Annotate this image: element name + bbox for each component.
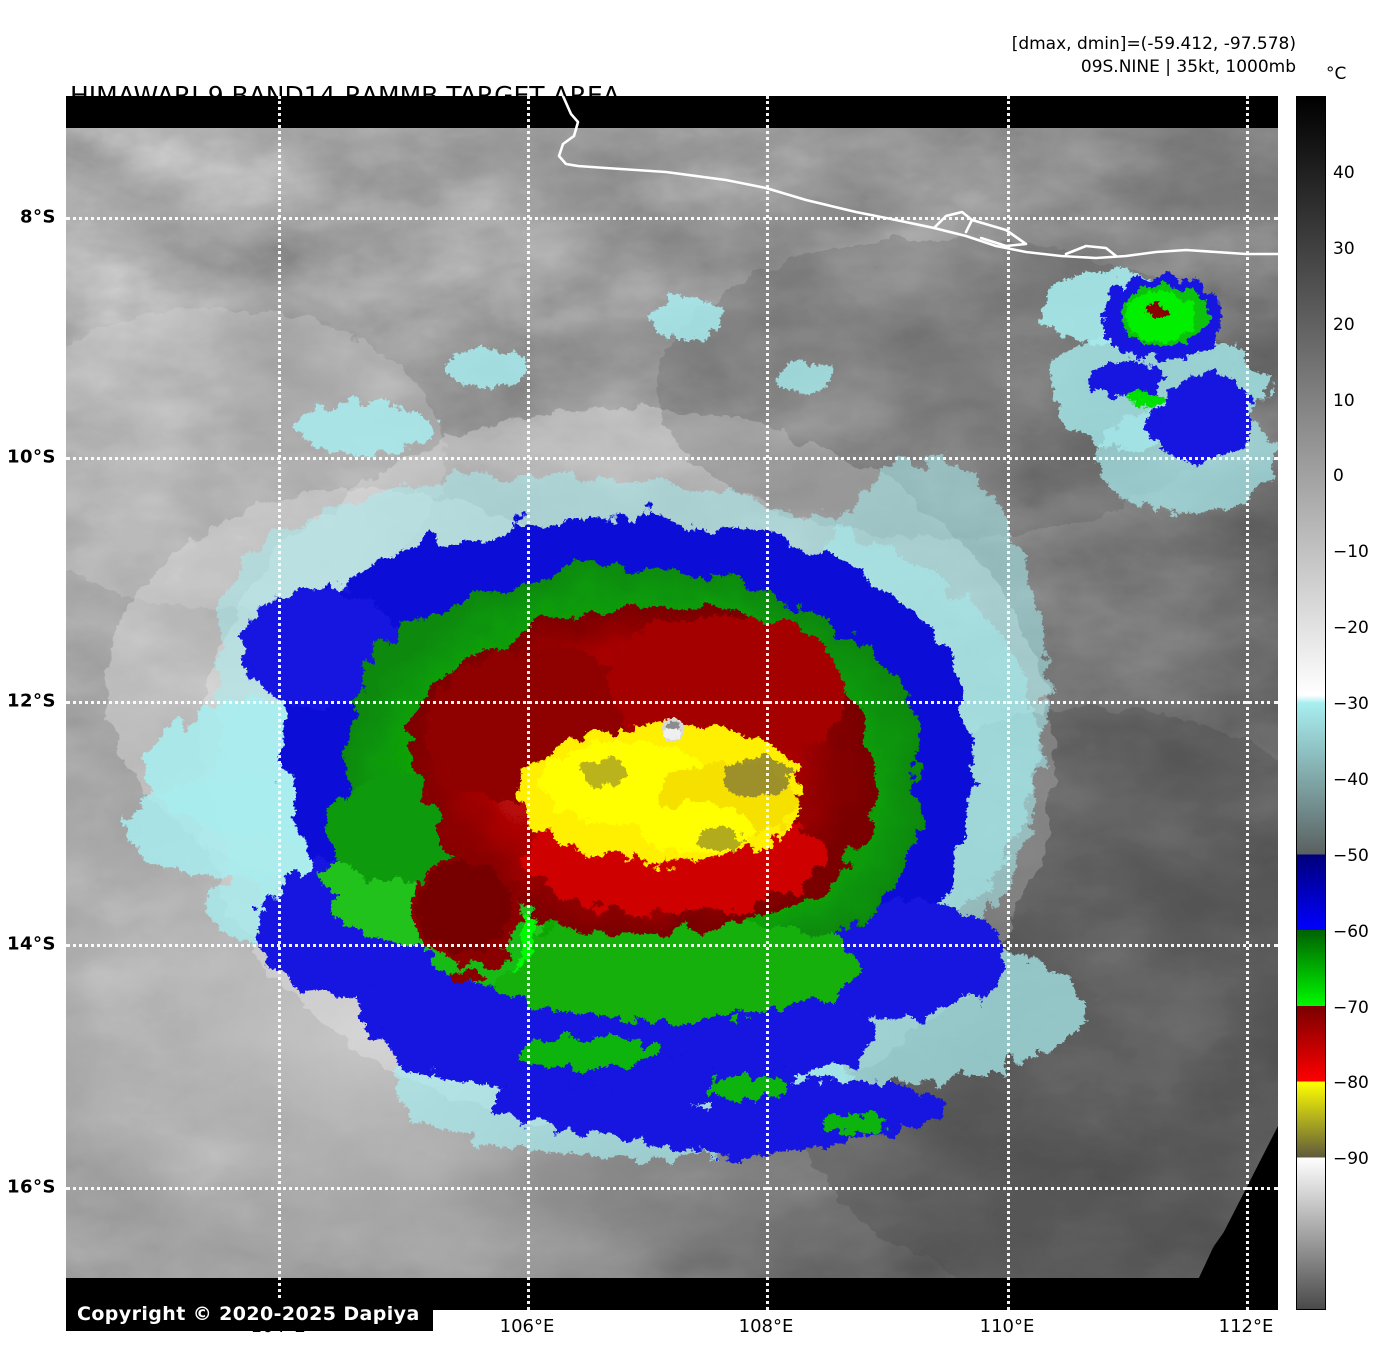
colorbar-tick-30: 30	[1333, 238, 1355, 259]
colorbar-tick-minus50: −50	[1333, 845, 1369, 866]
lon-tick-110E: 110°E	[979, 1316, 1035, 1337]
colorbar-tick-minus20: −20	[1333, 618, 1369, 639]
lat-tick-14S: 14°S	[6, 933, 56, 955]
data-minmax-label: [dmax, dmin]=(-59.412, -97.578)	[1011, 34, 1296, 54]
satellite-image-panel	[66, 96, 1278, 1310]
colorbar-tick-minus90: −90	[1333, 1149, 1369, 1170]
colorbar-tick-minus30: −30	[1333, 694, 1369, 714]
gridline-lat-12S	[66, 701, 1278, 704]
gridline-lat-16S	[66, 1187, 1278, 1190]
colorbar-tick-minus80: −80	[1333, 1073, 1369, 1094]
gridline-lat-8S	[66, 217, 1278, 220]
colorbar-tick-10: 10	[1333, 390, 1355, 411]
colorbar-tick-0: 0	[1333, 466, 1344, 487]
colorbar-tick-minus60: −60	[1333, 921, 1369, 942]
enhanced-ir-overlay	[126, 270, 1276, 1158]
colorbar-tick-20: 20	[1333, 314, 1355, 335]
metadata-block: [dmax, dmin]=(-59.412, -97.578) 09S.NINE…	[1012, 33, 1296, 79]
colorbar-tick-40: 40	[1333, 162, 1355, 183]
gridline-lon-106E	[527, 96, 530, 1310]
lat-tick-10S: 10°S	[6, 446, 56, 468]
colorbar-unit-label: °C	[1326, 64, 1347, 84]
copyright-banner: Copyright © 2020-2025 Dapiya	[66, 1298, 433, 1331]
gridline-lon-104E	[278, 96, 281, 1310]
gridline-lat-10S	[66, 457, 1278, 460]
gridline-lat-14S	[66, 944, 1278, 947]
temperature-colorbar: 40 30 20 10 0 −10 −20 −30 −40 −50 −60 −70 −80 −90	[1296, 96, 1369, 1310]
colorbar-tick-minus10: −10	[1333, 542, 1369, 563]
lon-tick-108E: 108°E	[738, 1316, 794, 1337]
coastline-overlay	[557, 96, 1278, 260]
gridline-lon-108E	[766, 96, 769, 1310]
cyclone-eye-marker	[662, 718, 684, 742]
storm-info-label: 09S.NINE | 35kt, 1000mb	[1080, 57, 1296, 77]
colorbar-gradient	[1297, 97, 1325, 1309]
lon-tick-112E: 112°E	[1218, 1316, 1274, 1337]
lon-tick-106E: 106°E	[499, 1316, 555, 1337]
colorbar-tick-minus70: −70	[1333, 997, 1369, 1018]
lat-tick-16S: 16°S	[6, 1176, 56, 1198]
lat-tick-12S: 12°S	[6, 690, 56, 712]
lat-tick-8S: 8°S	[20, 206, 56, 228]
product-title: HIMAWARI-9 BAND14-RAMMB TARGET AREA	[70, 80, 620, 111]
colorbar-tick-minus40: −40	[1333, 769, 1369, 790]
gridline-lon-110E	[1007, 96, 1010, 1310]
gridline-lon-112E	[1246, 96, 1249, 1310]
projection-edge-mask	[66, 96, 1278, 1310]
